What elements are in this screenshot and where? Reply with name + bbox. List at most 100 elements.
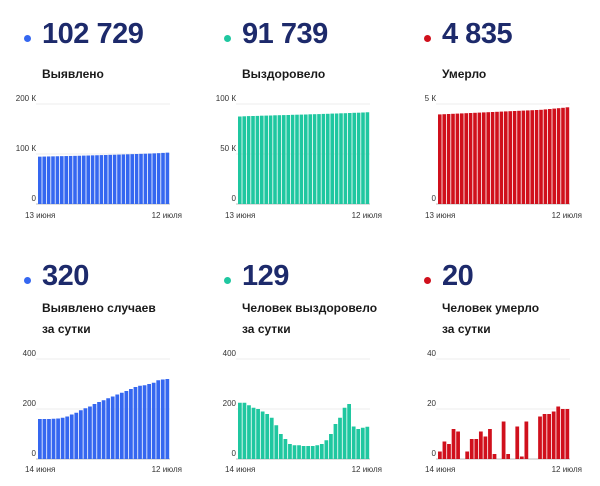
- bar: [69, 414, 74, 459]
- x-start-label: 14 июня: [225, 465, 255, 474]
- bar: [547, 414, 551, 459]
- bar: [442, 441, 447, 459]
- bar: [273, 115, 277, 204]
- bar: [112, 154, 117, 204]
- bar: [82, 155, 86, 204]
- bar: [538, 416, 542, 459]
- bar: [326, 113, 330, 204]
- bar: [51, 156, 55, 204]
- bar: [90, 155, 95, 204]
- bar: [260, 411, 265, 459]
- bar: [312, 114, 317, 204]
- bar: [474, 439, 479, 459]
- bar: [455, 113, 460, 204]
- bar: [451, 429, 456, 459]
- bar: [74, 412, 79, 459]
- bar: [560, 409, 565, 459]
- bar: [288, 444, 292, 459]
- y-tick-label: 200 К: [16, 94, 37, 103]
- bar: [124, 391, 129, 459]
- bar: [78, 410, 83, 459]
- bar: [565, 107, 570, 204]
- bar-chart: 0 100 К 200 К 13 июня 12 июля: [16, 94, 182, 220]
- panel-label: Выявлено случаев за сутки: [42, 298, 156, 340]
- bar: [447, 444, 451, 459]
- bar: [334, 113, 339, 204]
- panel-label: Умерло: [442, 64, 486, 85]
- bar: [543, 109, 548, 204]
- y-tick-label: 0: [432, 194, 437, 203]
- bar: [246, 116, 251, 204]
- bar: [269, 417, 274, 459]
- bar: [319, 444, 324, 459]
- bar: [130, 154, 134, 204]
- legend-dot: [424, 277, 431, 284]
- y-tick-label: 0: [32, 449, 37, 458]
- bar: [530, 110, 534, 204]
- bar: [561, 107, 565, 204]
- panel-detected-daily: 320 Выявлено случаев за сутки 0 200 400 14 июн…: [0, 243, 200, 486]
- bar: [139, 153, 143, 204]
- bar: [351, 426, 356, 459]
- panel-deaths-total: 4 835 Умерло 0 5 К 13 июня 12 июля: [400, 0, 600, 243]
- panel-label-line: Выявлено случаев: [42, 301, 156, 315]
- bar: [515, 426, 520, 459]
- bar: [542, 414, 547, 459]
- bar: [365, 426, 370, 459]
- bar: [556, 406, 561, 459]
- bar: [333, 424, 338, 459]
- bar: [360, 427, 365, 459]
- bar: [88, 406, 92, 459]
- y-tick-label: 5 К: [425, 94, 437, 103]
- bar: [115, 394, 120, 459]
- bar: [446, 114, 451, 204]
- bar-chart: 0 20 40 14 июня 12 июля: [425, 349, 582, 474]
- bar: [121, 154, 126, 204]
- bar: [251, 116, 255, 204]
- bar: [133, 387, 138, 459]
- y-tick-label: 0: [432, 449, 437, 458]
- panel-recovered-total: 91 739 Выздоровело 0 50 К 100 К 13 июня 12 июл…: [200, 0, 400, 243]
- bar: [256, 409, 260, 459]
- bar: [483, 436, 488, 459]
- bar: [565, 409, 570, 459]
- bar: [56, 418, 60, 459]
- bar: [552, 108, 556, 204]
- bar: [129, 389, 133, 459]
- bar: [117, 154, 121, 204]
- bar: [310, 446, 315, 459]
- bar: [365, 112, 370, 204]
- bar-chart: 0 200 400 14 июня 12 июля: [223, 349, 382, 474]
- bar: [142, 385, 147, 459]
- headline-value: 102 729: [42, 18, 144, 50]
- bar: [348, 113, 352, 204]
- x-start-label: 13 июня: [225, 211, 255, 220]
- bar: [238, 402, 242, 459]
- bar: [46, 156, 51, 204]
- bar: [83, 408, 88, 459]
- bar: [297, 445, 301, 459]
- bar: [134, 154, 139, 204]
- panel-detected-total: 102 729 Выявлено 0 100 К 200 К 13 июня 12 июля: [0, 0, 200, 243]
- bar: [330, 113, 334, 204]
- bar: [499, 111, 504, 204]
- bar: [548, 109, 552, 204]
- bar: [539, 109, 543, 204]
- x-end-label: 12 июля: [352, 465, 382, 474]
- bar: [442, 114, 446, 204]
- x-start-label: 13 июня: [25, 211, 55, 220]
- bar: [101, 400, 106, 459]
- bar: [160, 379, 165, 459]
- bar: [524, 421, 529, 459]
- bar: [306, 446, 311, 459]
- bar: [264, 115, 268, 204]
- bar: [321, 113, 326, 204]
- bar: [492, 454, 497, 459]
- bar-chart: 0 5 К 13 июня 12 июля: [425, 94, 582, 220]
- bar: [242, 116, 246, 204]
- bar: [64, 156, 68, 204]
- y-tick-label: 100 К: [216, 94, 237, 103]
- bar: [156, 380, 161, 459]
- x-start-label: 13 июня: [425, 211, 455, 220]
- panel-recovered-daily: 129 Человек выздоровело за сутки 0 200 400 14 …: [200, 243, 400, 486]
